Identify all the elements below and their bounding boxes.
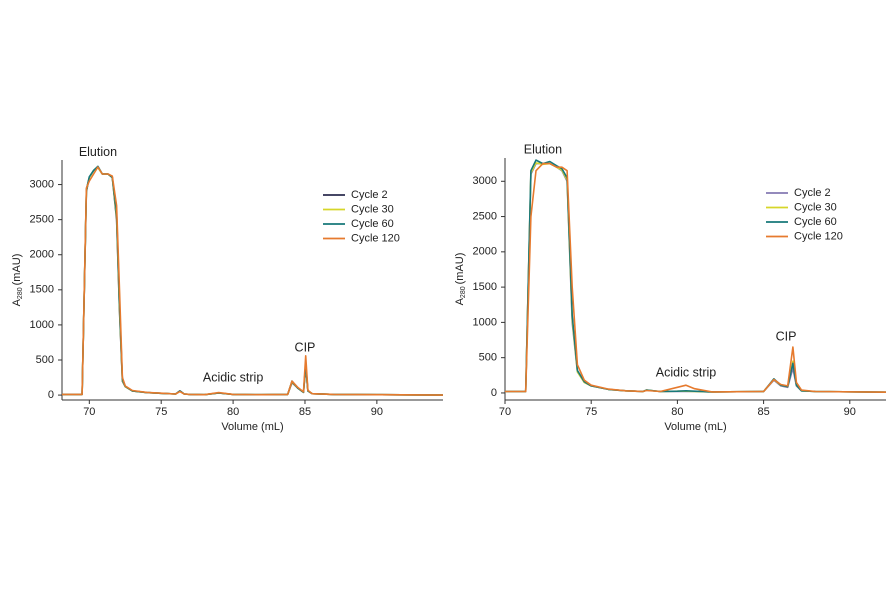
y-axis-label: A280(mAU) [11,254,24,307]
y-tick-label: 1500 [30,284,54,296]
annotation: CIP [295,340,316,354]
annotation: Acidic strip [203,370,263,384]
y-tick-label: 1500 [473,281,497,293]
legend-label: Cycle 30 [351,203,394,215]
legend-label: Cycle 120 [351,232,400,244]
chart: 0 500 1000 1500 2000 2500 3000 70 75 80 85 90 Volume… [11,145,444,433]
y-tick-label: 2000 [30,249,54,261]
legend-label: Cycle 2 [794,187,831,199]
y-tick-label: 2500 [30,214,54,226]
y-tick-label: 500 [36,354,54,366]
y-label-main: A [454,297,466,305]
x-tick-label: 75 [585,406,597,418]
legend-label: Cycle 30 [794,201,837,213]
y-tick-label: 2000 [473,246,497,258]
y-tick-label: 1000 [473,316,497,328]
legend-label: Cycle 2 [351,189,388,201]
y-tick-label: 2500 [473,210,497,222]
annotation: Elution [79,145,117,159]
series-line [505,162,887,393]
y-tick-label: 1000 [30,319,54,331]
y-tick-label: 0 [491,387,497,399]
annotation: CIP [776,329,797,343]
legend-label: Cycle 60 [794,216,837,228]
x-tick-label: 90 [844,406,856,418]
y-label-sub: 280 [17,287,24,299]
series-line [62,166,444,396]
x-tick-label: 75 [155,406,167,418]
y-label-unit: (mAU) [454,253,466,285]
y-tick-label: 500 [479,352,497,364]
x-tick-label: 85 [299,406,311,418]
annotation: Acidic strip [656,365,716,379]
y-label-unit: (mAU) [11,254,23,286]
x-tick-label: 80 [671,406,683,418]
y-label-sub: 280 [460,286,467,298]
x-tick-label: 70 [83,406,95,418]
y-tick-label: 3000 [473,175,497,187]
x-tick-label: 70 [499,406,511,418]
y-axis-label: A280(mAU) [454,253,467,306]
y-label-main: A [11,298,23,306]
chart: 0 500 1000 1500 2000 2500 3000 70 75 80 85 90 Volume… [454,143,887,433]
y-tick-label: 3000 [30,178,54,190]
legend-label: Cycle 120 [794,230,843,242]
x-axis-label: Volume (mL) [221,421,283,433]
annotation: Elution [524,143,562,157]
x-tick-label: 80 [227,406,239,418]
legend-label: Cycle 60 [351,218,394,230]
x-axis-label: Volume (mL) [664,421,726,433]
x-tick-label: 90 [371,406,383,418]
y-tick-label: 0 [48,389,54,401]
x-tick-label: 85 [757,406,769,418]
